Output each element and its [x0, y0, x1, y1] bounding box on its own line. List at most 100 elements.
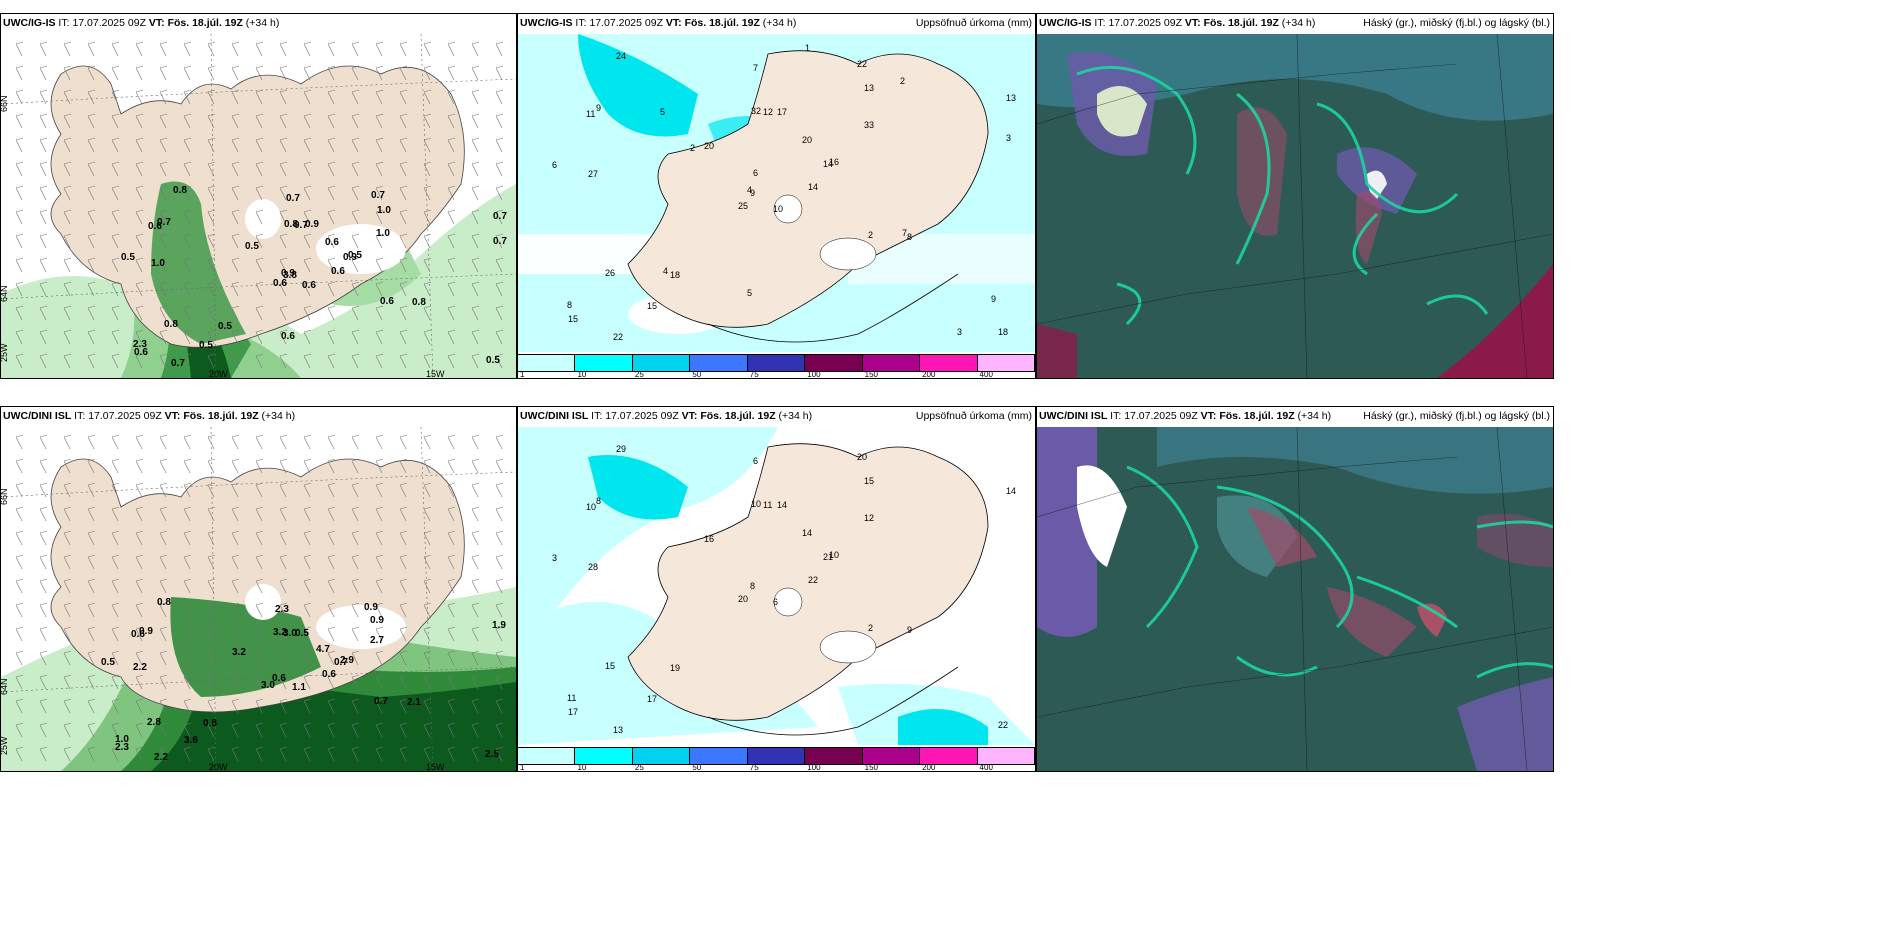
wind-barb	[423, 746, 432, 750]
value-label: 14	[1006, 486, 1016, 496]
wind-barb	[159, 580, 167, 594]
wind-barb	[111, 137, 120, 141]
wind-barb	[159, 235, 167, 249]
wind-barb	[423, 626, 432, 630]
wind-barb	[87, 556, 95, 570]
wind-barb	[231, 650, 240, 654]
wind-barb	[399, 698, 408, 702]
wind-barb	[303, 556, 311, 570]
wind-barb	[399, 115, 407, 129]
wind-barb	[111, 41, 120, 45]
wind-barb	[255, 482, 264, 486]
colorbar-label: 50	[692, 370, 702, 379]
wind-barb	[15, 506, 24, 510]
value-label: 14	[802, 528, 812, 538]
wind-barb	[207, 305, 216, 309]
wind-barb	[327, 161, 336, 165]
wind-barb	[39, 41, 48, 45]
wind-barb	[15, 283, 23, 297]
wind-barb	[159, 460, 167, 474]
value-label: 1.0	[377, 205, 391, 216]
wind-barb	[279, 508, 287, 522]
wind-barb	[135, 580, 143, 594]
wind-barb	[135, 628, 143, 642]
wind-barb	[423, 604, 431, 618]
wind-barb	[375, 650, 384, 654]
wind-barb	[207, 748, 215, 762]
colorbar-label: 75	[749, 370, 759, 379]
wind-barb	[375, 434, 384, 438]
wind-barb	[135, 65, 144, 69]
wind-barb	[303, 554, 312, 558]
wind-barb	[447, 257, 456, 261]
wind-barb	[303, 187, 311, 201]
value-label: 33	[864, 120, 874, 130]
wind-barb	[279, 331, 287, 345]
wind-barb	[111, 257, 120, 261]
wind-barb	[351, 305, 360, 309]
wind-barb	[351, 65, 360, 69]
wind-barb	[327, 353, 336, 357]
wind-barb	[63, 650, 72, 654]
colorbar-label: 1	[520, 763, 525, 772]
wind-barb	[39, 355, 47, 369]
wind-barb	[111, 532, 119, 546]
wind-barb	[327, 508, 335, 522]
wind-barb	[399, 257, 408, 261]
wind-barb	[183, 209, 192, 213]
wind-barb	[303, 65, 312, 69]
wind-barb	[135, 185, 144, 189]
wind-barb	[63, 43, 71, 57]
wind-barb	[495, 163, 503, 177]
wind-barb	[447, 626, 456, 630]
wind-barb	[471, 329, 480, 333]
wind-barb	[375, 41, 384, 45]
wind-barb	[15, 355, 23, 369]
wind-barb	[279, 700, 287, 714]
wind-barb	[63, 652, 71, 666]
wind-barb	[111, 163, 119, 177]
wind-barb	[159, 578, 168, 582]
wind-barb	[471, 436, 479, 450]
wind-barb	[303, 137, 312, 141]
wind-barb	[351, 722, 360, 726]
wind-barb	[39, 163, 47, 177]
wind-barb	[207, 161, 216, 165]
wind-barb	[159, 556, 167, 570]
wind-barb	[279, 434, 288, 438]
wind-barb	[327, 602, 336, 606]
wind-barb	[351, 604, 359, 618]
wind-barb	[63, 331, 71, 345]
wind-barb	[423, 650, 432, 654]
wind-barb	[63, 329, 72, 333]
wind-barb	[351, 674, 360, 678]
wind-barb	[63, 283, 71, 297]
wind-barb	[183, 530, 192, 534]
wind-barb	[207, 506, 216, 510]
cloud-contours	[1076, 65, 1489, 326]
wind-barb	[63, 211, 71, 225]
wind-barb	[135, 115, 143, 129]
wind-barb	[351, 602, 360, 606]
wind-barb	[87, 115, 95, 129]
wind-barb	[183, 748, 191, 762]
wind-barb	[327, 187, 335, 201]
wind-barb	[495, 698, 504, 702]
wind-barb	[255, 163, 263, 177]
wind-barb	[471, 722, 480, 726]
wind-barb	[351, 434, 360, 438]
wind-barb	[447, 43, 455, 57]
wind-barb	[495, 89, 504, 93]
wind-barb	[423, 556, 431, 570]
wind-barb	[231, 434, 240, 438]
value-label: 0.7	[157, 217, 171, 228]
wind-barb	[183, 305, 192, 309]
value-label: 0.6	[131, 629, 145, 640]
wind-barb	[399, 532, 407, 546]
wind-barb	[327, 530, 336, 534]
wind-barb	[183, 674, 192, 678]
wind-barb	[471, 556, 479, 570]
wind-barb	[471, 674, 480, 678]
value-label: 0.6	[325, 237, 339, 248]
wind-barb	[183, 355, 191, 369]
